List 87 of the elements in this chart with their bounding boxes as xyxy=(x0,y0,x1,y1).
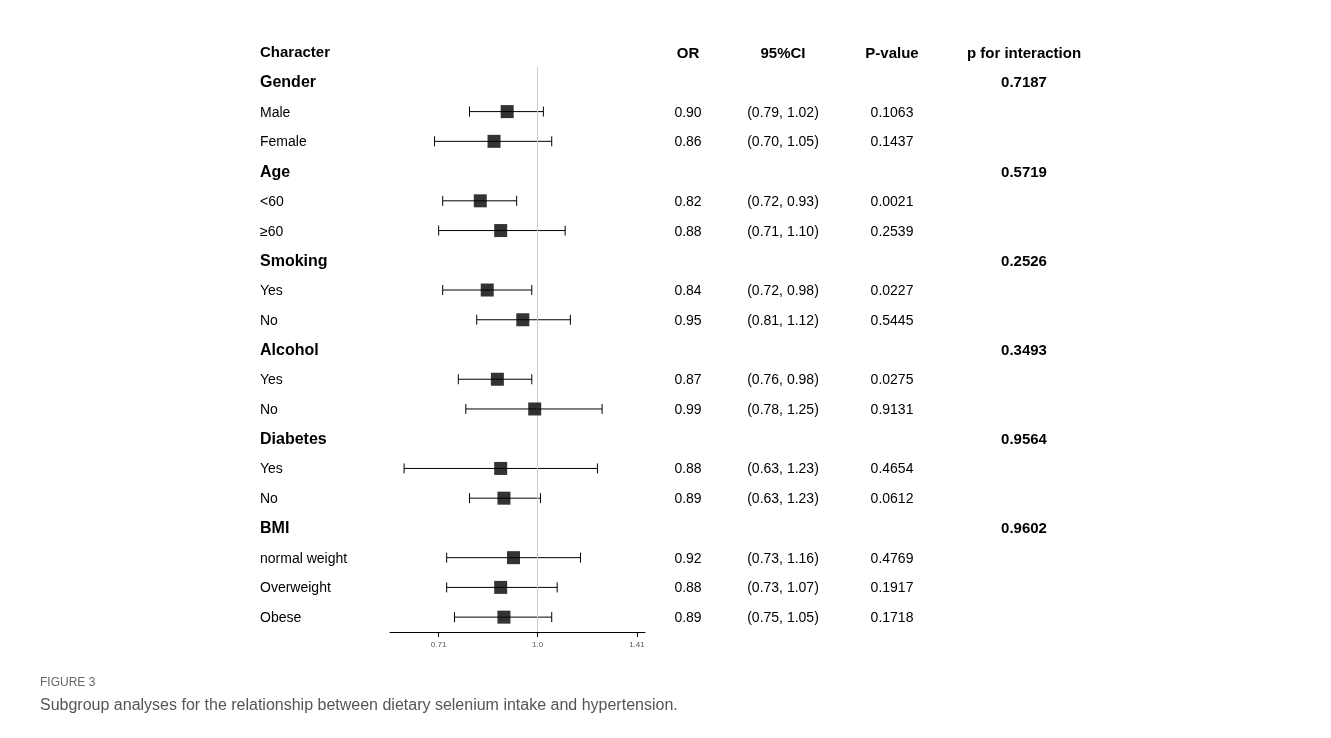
text: 0.9131 xyxy=(870,400,914,417)
point xyxy=(494,580,508,594)
text: 0.0612 xyxy=(870,490,914,507)
text: (0.72, 0.98) xyxy=(747,282,819,299)
data-label: 0.88 xyxy=(674,222,702,239)
point xyxy=(494,461,508,475)
data-label: 0.92 xyxy=(674,549,702,566)
y-tick-label: ≥60 xyxy=(260,222,284,239)
text: 0.2526 xyxy=(1001,251,1047,269)
point xyxy=(516,313,530,327)
y-tick-label: Yes xyxy=(260,371,283,388)
y-tick-label: Female xyxy=(260,133,307,150)
data-label: 0.82 xyxy=(674,192,702,209)
text: (0.71, 1.10) xyxy=(747,222,819,239)
y-tick-label: No xyxy=(260,400,279,417)
y-tick-label: Diabetes xyxy=(260,430,327,448)
y-tick-label: Male xyxy=(260,103,291,120)
text: 0.2539 xyxy=(870,222,914,239)
text: 0.5719 xyxy=(1001,162,1047,180)
y-tick-label: <60 xyxy=(260,192,284,209)
x-tick-label: 1.41 xyxy=(629,639,646,649)
text: 0.9602 xyxy=(1001,519,1047,537)
data-label: 0.88 xyxy=(674,579,702,596)
y-tick-label: Overweight xyxy=(260,579,331,596)
text: (0.76, 0.98) xyxy=(747,371,819,388)
text: P-value xyxy=(865,43,919,61)
text: 0.5445 xyxy=(870,311,914,328)
data-label: 0.99 xyxy=(674,400,702,417)
text: 0.3493 xyxy=(1001,341,1047,358)
y-axis-title: Character xyxy=(260,43,331,60)
text: (0.75, 1.05) xyxy=(747,609,819,626)
y-tick-label: Gender xyxy=(260,73,317,91)
y-tick-label: Yes xyxy=(260,460,283,477)
data-label: 0.89 xyxy=(674,609,702,626)
y-tick-label: normal weight xyxy=(260,549,348,566)
text: (0.79, 1.02) xyxy=(747,103,819,120)
text: (0.73, 1.16) xyxy=(747,549,819,566)
text: (0.72, 0.93) xyxy=(747,192,819,209)
text: 0.0021 xyxy=(870,192,914,209)
point xyxy=(528,402,542,416)
point xyxy=(500,105,514,119)
text: (0.78, 1.25) xyxy=(747,400,819,417)
text: (0.73, 1.07) xyxy=(747,579,819,596)
point xyxy=(497,610,511,624)
text: 0.1718 xyxy=(870,609,914,626)
data-label: 0.89 xyxy=(674,490,702,507)
data-label: 0.87 xyxy=(674,371,702,388)
x-tick-label: 0.71 xyxy=(430,639,447,649)
text: 0.9564 xyxy=(1001,430,1048,448)
y-tick-label: No xyxy=(260,490,279,507)
y-tick-label: No xyxy=(260,311,279,328)
text: FIGURE 3 xyxy=(40,675,96,689)
text: 0.0227 xyxy=(870,282,914,299)
data-label: 0.90 xyxy=(674,103,702,120)
text: 0.1917 xyxy=(870,579,914,596)
data-label: 0.84 xyxy=(674,282,702,299)
text: (0.63, 1.23) xyxy=(747,490,819,507)
text: 0.0275 xyxy=(870,371,914,388)
y-tick-label: Smoking xyxy=(260,251,328,269)
text: 0.4769 xyxy=(870,549,914,566)
y-tick-label: Alcohol xyxy=(260,341,319,358)
point xyxy=(490,372,504,386)
point xyxy=(480,283,494,297)
y-tick-label: Obese xyxy=(260,609,302,626)
point xyxy=(507,551,521,565)
text: Subgroup analyses for the relationship between dietary selenium intake and hypertension. xyxy=(40,695,678,713)
data-label: 0.86 xyxy=(674,133,702,150)
data-label: 0.95 xyxy=(674,311,702,328)
data-label: 0.88 xyxy=(674,460,702,477)
point xyxy=(487,134,501,148)
text: OR xyxy=(676,43,700,61)
point xyxy=(497,491,511,505)
text: (0.63, 1.23) xyxy=(747,460,819,477)
text: 0.7187 xyxy=(1001,73,1047,91)
point xyxy=(473,194,487,208)
text: 0.4654 xyxy=(870,460,914,477)
text: p for interaction xyxy=(966,43,1082,61)
text: 0.1437 xyxy=(870,133,914,150)
text: (0.70, 1.05) xyxy=(747,133,819,150)
text: (0.81, 1.12) xyxy=(747,311,819,328)
text: 0.1063 xyxy=(870,103,914,120)
y-tick-label: Age xyxy=(260,162,291,180)
y-tick-label: Yes xyxy=(260,282,283,299)
x-tick-label: 1.0 xyxy=(532,639,544,649)
point xyxy=(494,224,508,238)
y-tick-label: BMI xyxy=(260,519,290,537)
text: 95%CI xyxy=(760,43,806,61)
